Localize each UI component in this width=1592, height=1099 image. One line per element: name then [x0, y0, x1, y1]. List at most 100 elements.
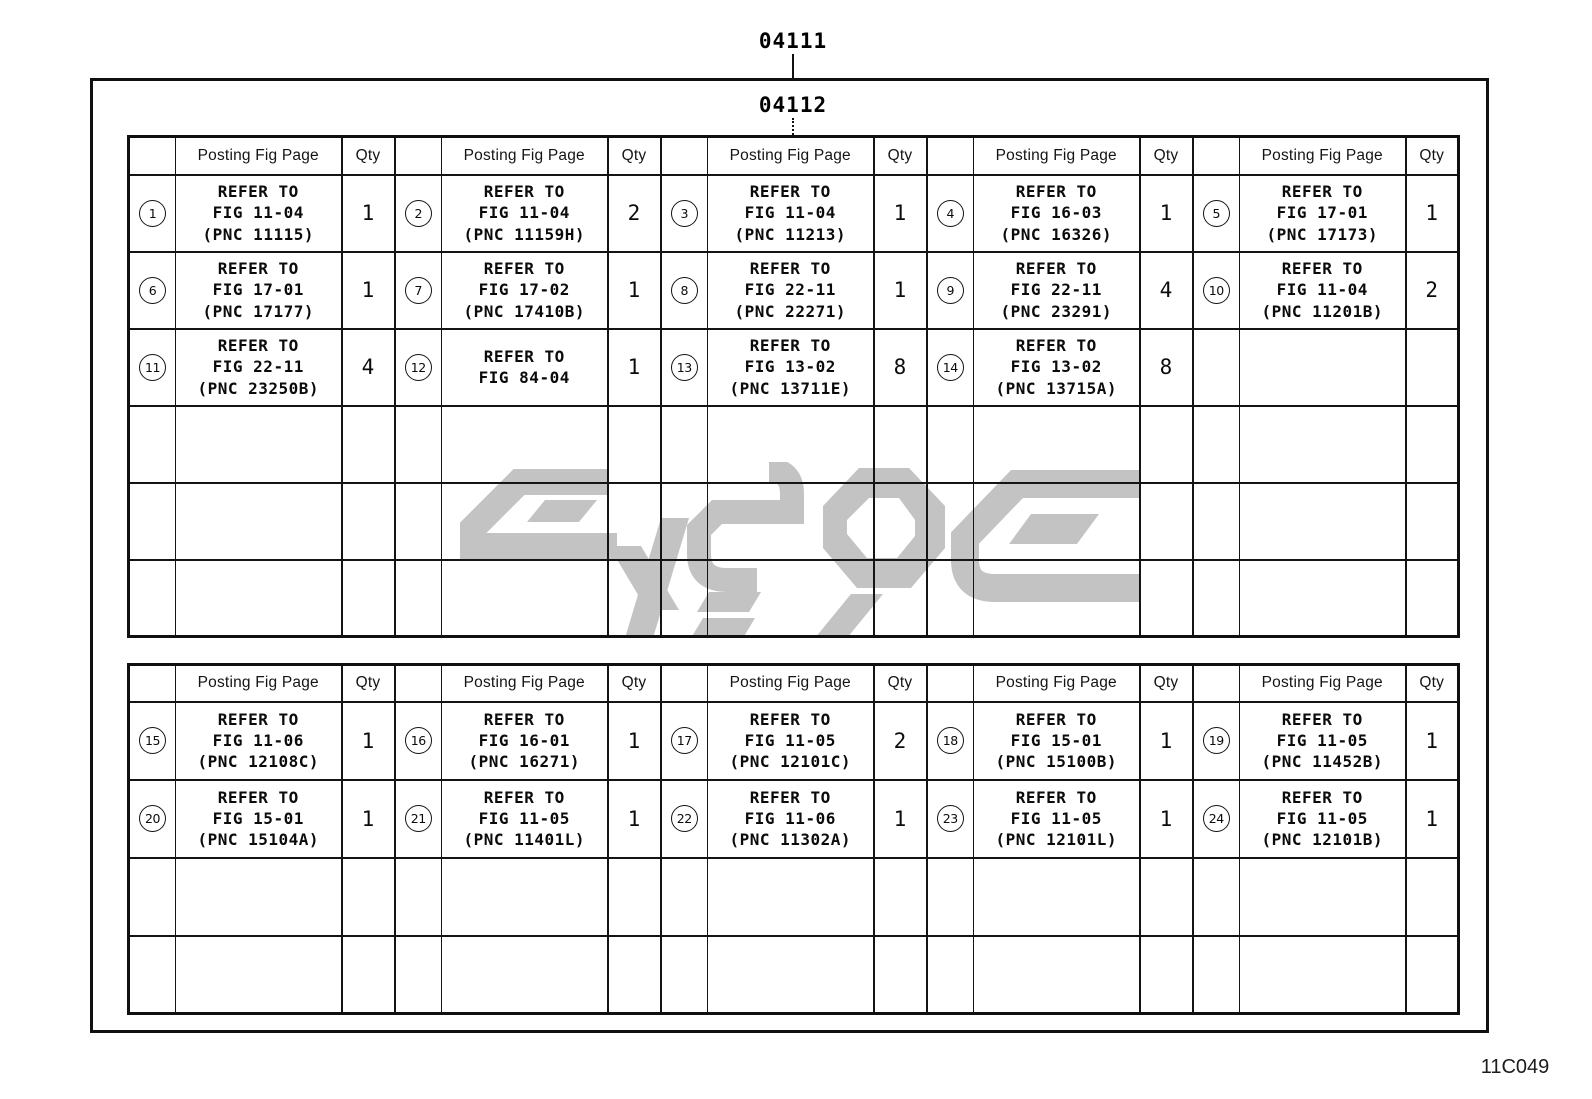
- fig-reference-line: (PNC 12101C): [729, 752, 852, 772]
- fig-reference-line: REFER TO: [1281, 787, 1363, 807]
- table-row: [127, 934, 1460, 1015]
- fig-reference-cell: REFER TO FIG 11-04 (PNC 11213): [707, 173, 875, 253]
- fig-reference-line: FIG 17-01: [1276, 203, 1368, 223]
- fig-reference-text: REFER TO FIG 11-06 (PNC 11302A): [729, 787, 851, 850]
- fig-reference-text: REFER TO FIG 22-11 (PNC 22271): [735, 258, 846, 321]
- fig-reference-line: REFER TO: [217, 709, 299, 729]
- fig-reference-cell: [175, 934, 343, 1015]
- part-number-label-04111: 04111: [758, 29, 828, 53]
- qty-cell: 1: [606, 700, 662, 781]
- fig-reference-line: FIG 84-04: [478, 368, 570, 387]
- fig-page-header-cell: Posting Fig Page: [973, 135, 1141, 176]
- qty-cell: [1404, 558, 1460, 638]
- item-number-header-cell: [127, 663, 176, 703]
- qty-cell: [1404, 404, 1460, 484]
- circled-item-number: 21: [404, 805, 432, 832]
- item-number-header-cell: [659, 663, 708, 703]
- fig-reference-text: REFER TO FIG 11-05 (PNC 11452B): [1261, 709, 1383, 772]
- item-number-header-cell: [659, 135, 708, 176]
- fig-reference-cell: [175, 481, 343, 561]
- qty-cell: [872, 934, 928, 1015]
- fig-reference-cell: REFER TO FIG 22-11 (PNC 23250B): [175, 327, 343, 407]
- qty-cell: 1: [340, 250, 396, 330]
- fig-reference-line: FIG 11-05: [478, 808, 570, 828]
- fig-reference-line: (PNC 12108C): [197, 752, 320, 772]
- circled-item-number: 10: [1202, 276, 1230, 304]
- fig-page-header-cell: Posting Fig Page: [1239, 663, 1407, 703]
- item-number-header-cell: [127, 135, 176, 176]
- qty-cell: 1: [872, 173, 928, 253]
- circled-item-number: 7: [404, 276, 432, 304]
- fig-reference-line: REFER TO: [1281, 259, 1363, 279]
- qty-cell: 1: [1138, 778, 1194, 859]
- qty-cell: 2: [1404, 250, 1460, 330]
- fig-reference-cell: REFER TO FIG 84-04: [441, 327, 609, 407]
- item-number-cell: 24: [1191, 778, 1240, 859]
- item-number-cell: [393, 934, 442, 1015]
- fig-reference-cell: [441, 558, 609, 638]
- fig-reference-cell: [441, 481, 609, 561]
- item-number-cell: 22: [659, 778, 708, 859]
- header-row: Posting Fig Page Qty Posting Fig Page Qty Po…: [127, 663, 1460, 703]
- item-number-cell: [659, 856, 708, 937]
- fig-reference-line: REFER TO: [749, 182, 831, 202]
- qty-cell: [872, 481, 928, 561]
- fig-reference-text: REFER TO FIG 15-01 (PNC 15100B): [995, 709, 1117, 772]
- fig-reference-line: REFER TO: [749, 259, 831, 279]
- fig-reference-line: (PNC 17410B): [463, 301, 586, 321]
- item-number-cell: [1191, 327, 1240, 407]
- table-row: 6 REFER TO FIG 17-01 (PNC 17177) 1 7 REFER TO F…: [127, 250, 1460, 330]
- qty-header-cell: Qty: [340, 135, 396, 176]
- item-number-cell: [659, 934, 708, 1015]
- fig-reference-text: REFER TO FIG 11-06 (PNC 12108C): [197, 709, 319, 772]
- fig-reference-cell: REFER TO FIG 22-11 (PNC 22271): [707, 250, 875, 330]
- circled-item-number: 14: [936, 353, 964, 381]
- fig-reference-cell: REFER TO FIG 13-02 (PNC 13715A): [973, 327, 1141, 407]
- item-number-cell: 4: [925, 173, 974, 253]
- item-number-cell: [127, 934, 176, 1015]
- table-row: 15 REFER TO FIG 11-06 (PNC 12108C) 1 16 REFER …: [127, 700, 1460, 781]
- fig-page-header-cell: Posting Fig Page: [441, 135, 609, 176]
- fig-reference-cell: REFER TO FIG 15-01 (PNC 15104A): [175, 778, 343, 859]
- fig-reference-line: REFER TO: [749, 787, 831, 807]
- circled-item-number: 17: [670, 727, 698, 754]
- item-number-cell: [925, 404, 974, 484]
- fig-reference-line: (PNC 17173): [1266, 224, 1378, 244]
- circled-item-number: 4: [936, 199, 964, 227]
- qty-cell: [872, 404, 928, 484]
- fig-reference-cell: [973, 481, 1141, 561]
- qty-cell: 1: [1404, 778, 1460, 859]
- fig-reference-cell: REFER TO FIG 15-01 (PNC 15100B): [973, 700, 1141, 781]
- qty-cell: [340, 404, 396, 484]
- item-number-cell: 9: [925, 250, 974, 330]
- table-row: [127, 558, 1460, 638]
- fig-reference-text: REFER TO FIG 11-04 (PNC 11213): [735, 181, 846, 244]
- qty-cell: [606, 404, 662, 484]
- circled-item-number: 5: [1202, 199, 1230, 227]
- item-number-cell: 5: [1191, 173, 1240, 253]
- fig-reference-text: REFER TO FIG 11-05 (PNC 12101C): [729, 709, 851, 772]
- part-number-label-04112: 04112: [758, 93, 828, 117]
- fig-reference-text: REFER TO FIG 11-04 (PNC 11159H): [463, 181, 585, 244]
- circled-item-number: 13: [670, 353, 698, 381]
- qty-cell: [340, 558, 396, 638]
- fig-reference-cell: [707, 934, 875, 1015]
- fig-reference-line: FIG 11-04: [212, 203, 304, 223]
- item-number-cell: 12: [393, 327, 442, 407]
- item-number-cell: [127, 558, 176, 638]
- fig-reference-line: (PNC 13711E): [729, 378, 852, 398]
- fig-reference-cell: REFER TO FIG 17-01 (PNC 17173): [1239, 173, 1407, 253]
- fig-reference-cell: [707, 856, 875, 937]
- callout-line-04112: [792, 118, 794, 135]
- item-number-cell: 11: [127, 327, 176, 407]
- item-number-cell: [925, 934, 974, 1015]
- fig-reference-line: FIG 15-01: [212, 808, 304, 828]
- fig-reference-text: REFER TO FIG 22-11 (PNC 23291): [1001, 258, 1112, 321]
- item-number-cell: [393, 481, 442, 561]
- item-number-header-cell: [393, 135, 442, 176]
- circled-item-number: 12: [404, 353, 432, 381]
- qty-header-cell: Qty: [1138, 663, 1194, 703]
- qty-cell: 1: [1138, 173, 1194, 253]
- item-number-cell: 16: [393, 700, 442, 781]
- fig-reference-line: FIG 15-01: [1010, 730, 1102, 750]
